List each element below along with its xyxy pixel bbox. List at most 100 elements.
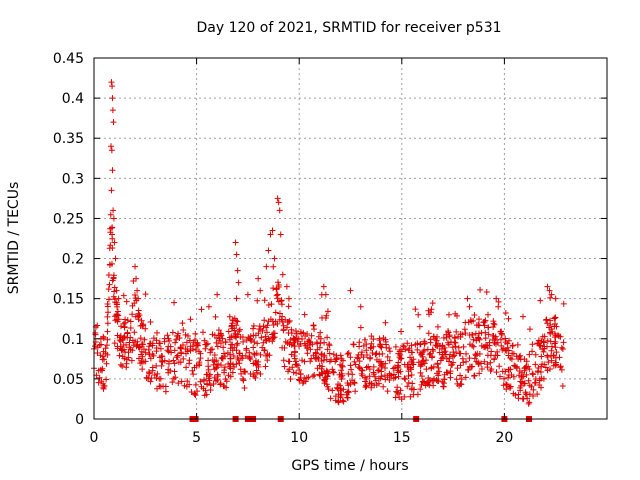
data-point (362, 384, 369, 391)
data-point (540, 339, 547, 346)
x-tick-label: 0 (90, 430, 99, 446)
data-point (495, 303, 502, 310)
data-point (251, 350, 258, 357)
data-point (200, 385, 207, 392)
data-point (110, 207, 117, 214)
data-point (360, 354, 367, 361)
data-point (229, 317, 236, 324)
data-point (231, 325, 238, 332)
data-point (175, 359, 182, 366)
data-point (104, 303, 111, 310)
data-point (541, 345, 548, 352)
data-point (209, 346, 216, 353)
data-point (138, 317, 145, 324)
data-point (147, 355, 154, 362)
data-point (408, 386, 415, 393)
data-point (171, 360, 178, 367)
data-point (540, 348, 547, 355)
data-point (482, 335, 489, 342)
data-point (340, 357, 347, 364)
data-point (251, 339, 258, 346)
data-point (366, 380, 373, 387)
data-point (370, 363, 377, 370)
data-point (532, 361, 539, 368)
data-point (119, 363, 126, 370)
data-point (127, 324, 134, 331)
data-point (419, 351, 426, 358)
data-point (259, 344, 266, 351)
data-point (281, 363, 288, 370)
data-point (345, 350, 352, 357)
data-point (370, 369, 377, 376)
data-point (252, 359, 259, 366)
data-point (465, 366, 472, 373)
data-point (407, 354, 414, 361)
data-point (394, 384, 401, 391)
data-point (471, 372, 478, 379)
data-point (215, 327, 222, 334)
data-point (236, 326, 243, 333)
data-point (265, 247, 272, 254)
data-point (551, 315, 558, 322)
data-point (309, 373, 316, 380)
data-point (443, 334, 450, 341)
data-point (252, 374, 259, 381)
data-point (139, 353, 146, 360)
x-tick-label: 10 (290, 430, 308, 446)
data-point (455, 333, 462, 340)
data-point (326, 358, 333, 365)
data-point (532, 351, 539, 358)
data-point (95, 367, 102, 374)
data-point (290, 369, 297, 376)
data-point (463, 358, 470, 365)
data-point (307, 358, 314, 365)
data-point (233, 334, 240, 341)
data-point (465, 319, 472, 326)
data-point (482, 329, 489, 336)
data-point (478, 342, 485, 349)
data-point (475, 359, 482, 366)
data-point (109, 107, 116, 114)
data-point (280, 322, 287, 329)
data-point (226, 313, 233, 320)
data-point (504, 382, 511, 389)
data-point (452, 339, 459, 346)
data-point (309, 341, 316, 348)
data-point (197, 378, 204, 385)
data-point (206, 377, 213, 384)
data-point (180, 355, 187, 362)
data-point (235, 279, 242, 286)
data-point (280, 357, 287, 364)
data-point (377, 341, 384, 348)
data-point (356, 343, 363, 350)
data-point (305, 336, 312, 343)
data-point (395, 390, 402, 397)
data-point (151, 372, 158, 379)
data-point (349, 371, 356, 378)
data-point (487, 359, 494, 366)
data-point (358, 367, 365, 374)
data-point (434, 323, 441, 330)
data-point (414, 391, 421, 398)
data-point (106, 262, 113, 269)
data-point (400, 343, 407, 350)
data-point (211, 366, 218, 373)
data-point (300, 329, 307, 336)
data-point (172, 339, 179, 346)
data-point (222, 376, 229, 383)
data-point (445, 328, 452, 335)
data-point (449, 344, 456, 351)
data-point (301, 311, 308, 318)
data-point (530, 386, 537, 393)
data-point (184, 348, 191, 355)
data-point (442, 348, 449, 355)
data-point (405, 379, 412, 386)
data-point (207, 386, 214, 393)
data-point (150, 352, 157, 359)
data-point (111, 239, 118, 246)
data-point (109, 95, 116, 102)
data-point (126, 339, 133, 346)
data-point (455, 344, 462, 351)
data-point (466, 303, 473, 310)
data-point (463, 350, 470, 357)
